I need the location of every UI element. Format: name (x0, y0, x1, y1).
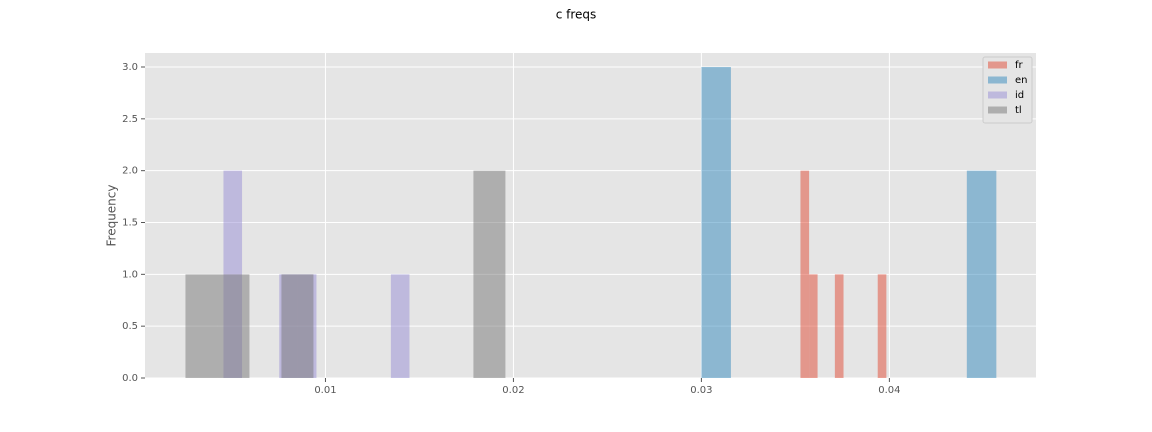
y-tick-label: 3.0 (122, 62, 138, 73)
plot-area (145, 53, 1036, 378)
y-tick-label: 0.0 (122, 373, 138, 384)
bar (185, 274, 218, 378)
y-tick-label: 1.5 (122, 217, 138, 228)
x-tick-label: 0.01 (314, 385, 336, 396)
legend-label: fr (1015, 60, 1024, 71)
bar (281, 274, 314, 378)
legend-label: en (1015, 75, 1028, 86)
legend-label: id (1015, 90, 1024, 101)
bar (877, 274, 887, 378)
x-tick-label: 0.04 (878, 385, 900, 396)
x-tick-label: 0.02 (502, 385, 524, 396)
bar (390, 274, 410, 378)
bar (800, 170, 810, 378)
bar (809, 274, 818, 378)
bar (701, 66, 731, 379)
legend-swatch (988, 76, 1007, 84)
y-tick-label: 2.5 (122, 114, 138, 125)
y-axis-label: Frequency (105, 185, 119, 247)
y-tick-label: 1.0 (122, 269, 138, 280)
legend-label: tl (1015, 105, 1022, 116)
bar (473, 170, 506, 378)
y-tick-label: 2.0 (122, 166, 138, 177)
bar (966, 170, 997, 378)
x-tick-label: 0.03 (690, 385, 712, 396)
bar (217, 274, 250, 378)
legend-swatch (988, 61, 1007, 69)
y-tick-label: 0.5 (122, 321, 138, 332)
chart-title: c freqs (556, 8, 597, 22)
legend-swatch (988, 106, 1007, 114)
legend-swatch (988, 91, 1007, 99)
bar (834, 274, 844, 378)
